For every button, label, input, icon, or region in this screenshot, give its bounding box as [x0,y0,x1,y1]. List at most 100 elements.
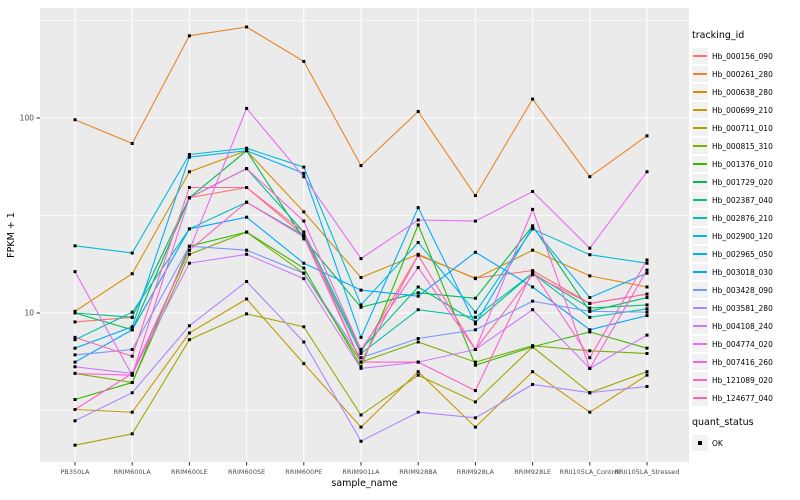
legend-item-Hb_004774_020: Hb_004774_020 [692,335,798,353]
legend-item-label: Hb_002965_050 [712,249,773,259]
data-point [359,303,363,307]
legend-key-line [693,127,707,129]
data-point [302,210,306,214]
legend-item-Hb_002387_040: Hb_002387_040 [692,191,798,209]
data-point [531,273,535,277]
data-point [73,309,77,313]
legend-key-point [698,441,702,445]
data-point [416,266,420,270]
quant-items: OK [692,434,798,452]
data-point [302,271,306,275]
legend-key-swatch [692,48,708,64]
legend-item-label: Hb_000156_090 [712,51,773,61]
legend-item-Hb_001729_020: Hb_001729_020 [692,173,798,191]
legend-title-quant-status: quant_status [692,417,754,428]
legend-key-swatch [692,84,708,100]
data-point [588,246,592,250]
data-point [245,149,249,153]
data-point [359,413,363,417]
data-point [302,237,306,241]
data-point [73,365,77,369]
data-point [416,240,420,244]
data-point [473,277,477,281]
data-point [473,389,477,393]
data-point [588,306,592,310]
y-axis-title: FPKM + 1 [6,212,17,258]
data-point [588,391,592,395]
data-point [416,291,420,295]
legend-key-swatch [692,282,708,298]
legend-key-line [693,307,707,309]
data-point [73,407,77,411]
data-point [359,365,363,369]
legend-item-Hb_000699_210: Hb_000699_210 [692,101,798,119]
legend-key-line [693,91,707,93]
legend-item-label: Hb_004108_240 [712,321,773,331]
legend-section-quant-status: quant_status OK [692,417,798,452]
y-tick-label: 100 [20,114,35,123]
data-point [531,97,535,101]
data-point [531,308,535,312]
legend-key-swatch [692,390,708,406]
data-point [416,294,420,298]
data-point [302,325,306,329]
data-point [73,335,77,339]
data-point [645,370,649,374]
data-point [130,141,134,145]
data-point [645,310,649,314]
data-point [473,194,477,198]
data-point [359,425,363,429]
data-point [359,366,363,370]
data-point [130,315,134,319]
data-point [187,227,191,231]
legend-item-label: Hb_003428_090 [712,285,773,295]
legend-item-label: Hb_003581_280 [712,303,773,313]
data-point [473,425,477,429]
data-point [473,310,477,314]
x-tick-label: RRIM600LE [171,468,208,476]
data-point [645,307,649,311]
data-point [531,269,535,273]
data-point [531,207,535,211]
legend-key-swatch [692,210,708,226]
legend-item-Hb_121089_020: Hb_121089_020 [692,371,798,389]
legend-key-line [693,235,707,237]
data-point [473,322,477,326]
data-point [645,271,649,275]
data-point [73,338,77,342]
legend-key-line [693,73,707,75]
legend-key-swatch [692,156,708,172]
legend-item-label: Hb_002876_210 [712,213,773,223]
data-point [473,315,477,319]
data-point [645,314,649,318]
data-point [130,328,134,332]
legend-item-quant-ok: OK [692,434,798,452]
data-point [187,248,191,252]
legend-item-label: Hb_001376_010 [712,159,773,169]
legend-item-Hb_000156_090: Hb_000156_090 [692,47,798,65]
legend-item-Hb_124677_040: Hb_124677_040 [692,389,798,407]
legend-key-line [693,217,707,219]
legend-key-swatch [692,192,708,208]
legend-item-label: Hb_007416_260 [712,357,773,367]
legend-key-swatch [692,435,708,451]
data-point [359,351,363,355]
data-point [588,175,592,179]
data-point [73,346,77,350]
legend-item-Hb_000711_010: Hb_000711_010 [692,119,798,137]
legend-key-line [693,163,707,165]
data-point [359,439,363,443]
legend-key-line [693,343,707,345]
x-tick-label: RRIM600SE [228,468,265,476]
data-point [187,152,191,156]
data-point [531,345,535,349]
x-tick-label: RRIM928LA [457,468,495,476]
data-point [473,360,477,364]
legend-item-Hb_002876_210: Hb_002876_210 [692,209,798,227]
data-point [73,353,77,357]
legend-item-Hb_000638_280: Hb_000638_280 [692,83,798,101]
data-point [130,410,134,414]
data-point [302,235,306,239]
data-point [416,285,420,289]
